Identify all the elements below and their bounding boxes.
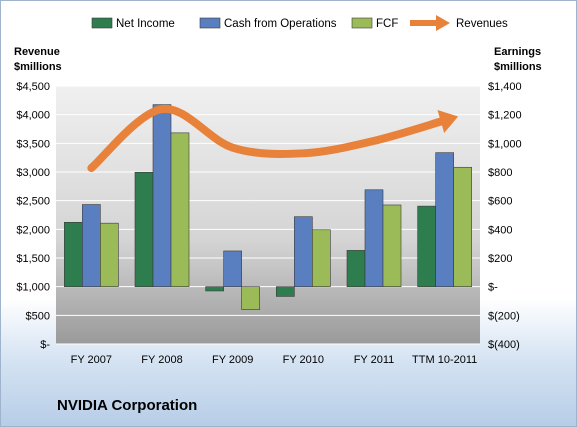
right-tick-label: $- [488, 282, 498, 294]
right-tick-label: $(200) [488, 310, 520, 322]
revenue-arrowhead [437, 109, 459, 134]
left-tick-label: $3,000 [16, 167, 50, 179]
left-axis-title-line2: $millions [14, 61, 62, 73]
right-axis-title-line1: Earnings [494, 46, 541, 58]
revenue-line [87, 105, 449, 173]
legend-label-revenues: Revenues [456, 18, 508, 30]
right-tick-label: $1,400 [488, 81, 522, 93]
legend-label-net-income: Net Income [116, 18, 175, 30]
plot-area [56, 86, 480, 344]
bar-cash-from-operations [294, 216, 313, 287]
left-tick-label: $500 [26, 310, 50, 322]
legend-label-cash-from-operations: Cash from Operations [224, 18, 337, 30]
left-tick-label: $2,500 [16, 196, 50, 208]
left-tick-label: $1,500 [16, 253, 50, 265]
bar-fcf [312, 229, 331, 287]
legend-label-fcf: FCF [376, 18, 398, 30]
bar-cash-from-operations [223, 250, 242, 287]
x-tick-label: FY 2007 [71, 354, 112, 366]
left-tick-label: $4,500 [16, 81, 50, 93]
x-tick-label: FY 2010 [283, 354, 324, 366]
legend-swatch-net-income [91, 17, 113, 29]
legend-swatch-cash-from-operations [199, 17, 221, 29]
right-tick-label: $1,200 [488, 110, 522, 122]
right-tick-label: $200 [488, 253, 512, 265]
right-tick-label: $1,000 [488, 138, 522, 150]
bar-fcf [382, 204, 402, 287]
x-tick-label: FY 2009 [212, 354, 253, 366]
bar-net-income [346, 250, 366, 287]
right-tick-label: $(400) [488, 339, 520, 351]
bar-net-income [276, 286, 295, 297]
bar-net-income [205, 286, 224, 292]
right-axis-title-line2: $millions [494, 61, 542, 73]
left-tick-label: $4,000 [16, 110, 50, 122]
bar-fcf [453, 166, 472, 287]
bar-cash-from-operations [152, 104, 172, 287]
right-tick-label: $600 [488, 196, 512, 208]
bar-cash-from-operations [435, 152, 454, 287]
x-tick-label: FY 2008 [141, 354, 182, 366]
bar-fcf [170, 132, 190, 287]
x-tick-label: TTM 10-2011 [412, 354, 477, 366]
left-tick-label: $- [40, 339, 50, 351]
bar-fcf [100, 222, 119, 287]
legend-swatch-fcf [351, 17, 373, 29]
bar-cash-from-operations [82, 204, 101, 287]
right-tick-label: $400 [488, 224, 512, 236]
left-tick-label: $1,000 [16, 282, 50, 294]
bar-net-income [134, 171, 154, 287]
left-tick-label: $3,500 [16, 138, 50, 150]
x-tick-label: FY 2011 [354, 354, 395, 366]
legend-arrow-revenues [436, 15, 450, 31]
company-name: NVIDIA Corporation [57, 397, 198, 414]
left-axis-title-line1: Revenue [14, 46, 60, 58]
bar-cash-from-operations [364, 189, 384, 287]
bar-net-income [64, 222, 83, 287]
bar-fcf [241, 286, 260, 310]
bar-net-income [417, 205, 436, 287]
right-tick-label: $800 [488, 167, 512, 179]
left-tick-label: $2,000 [16, 224, 50, 236]
